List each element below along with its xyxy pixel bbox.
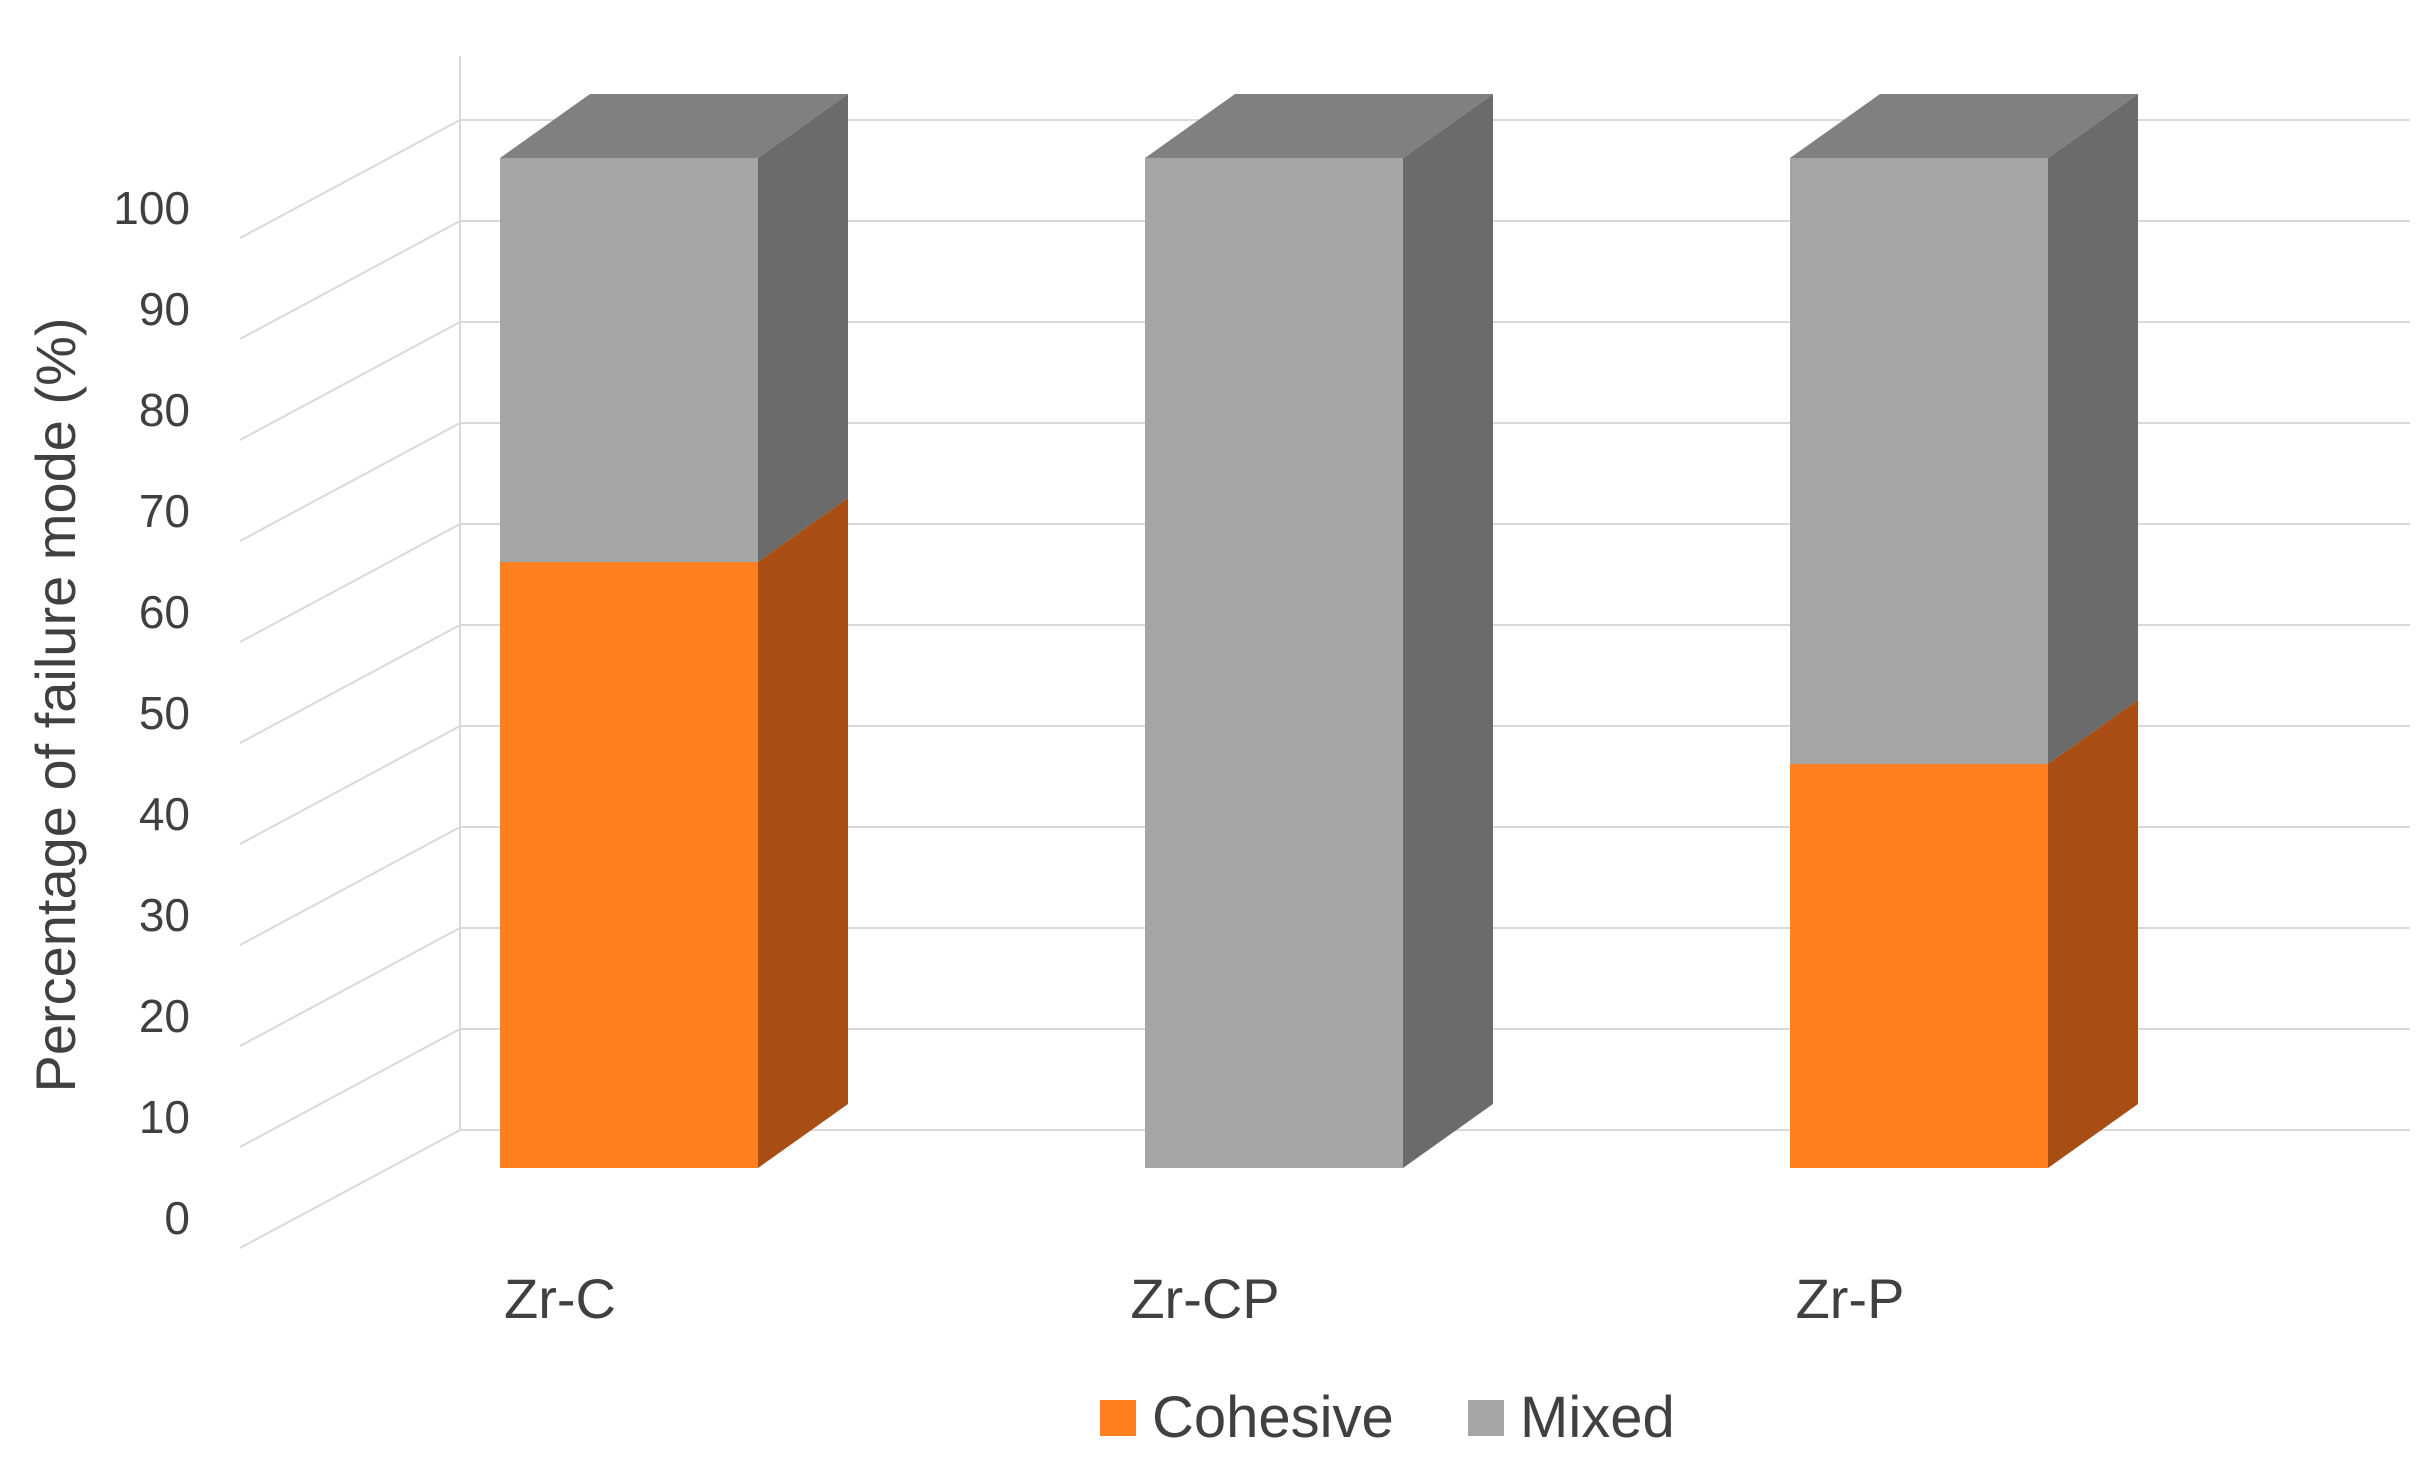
gridline-side xyxy=(239,1129,461,1249)
gridline-side xyxy=(239,1028,461,1148)
bar-top-zr-cp xyxy=(1145,94,1493,158)
legend: Cohesive Mixed xyxy=(1100,1385,1675,1450)
gridline-side xyxy=(239,826,461,946)
y-tick-label: 10 xyxy=(139,1091,190,1143)
y-tick-label: 0 xyxy=(164,1192,190,1244)
y-tick-label: 20 xyxy=(139,990,190,1042)
bar-side-mixed-zr-cp xyxy=(1403,94,1493,1168)
gridline-side xyxy=(239,321,461,441)
bar-side-cohesive-zr-c xyxy=(758,498,848,1168)
gridline-side xyxy=(239,523,461,643)
y-tick-label: 60 xyxy=(139,586,190,638)
bar-side-mixed-zr-p xyxy=(2048,94,2138,764)
legend-label-mixed: Mixed xyxy=(1520,1385,1675,1450)
gridline-side xyxy=(239,927,461,1047)
legend-swatch-cohesive xyxy=(1100,1400,1136,1436)
y-axis-ticks: 0 10 20 30 40 50 60 70 80 90 100 xyxy=(113,182,190,1244)
y-tick-label: 100 xyxy=(113,182,190,234)
bar-mixed-zr-p xyxy=(1790,158,2048,764)
bar-side-mixed-zr-c xyxy=(758,94,848,562)
bar-top-zr-p xyxy=(1790,94,2138,158)
y-tick-label: 90 xyxy=(139,283,190,335)
x-category-label: Zr-P xyxy=(1796,1267,1905,1330)
legend-swatch-mixed xyxy=(1468,1400,1504,1436)
gridline-side xyxy=(239,422,461,542)
y-tick-label: 80 xyxy=(139,384,190,436)
y-tick-label: 30 xyxy=(139,889,190,941)
y-axis-title: Percentage of failure mode (%) xyxy=(24,317,87,1092)
bar-mixed-zr-c xyxy=(500,158,758,562)
bar-top-zr-c xyxy=(500,94,848,158)
gridline-side xyxy=(239,220,461,340)
x-category-label: Zr-CP xyxy=(1130,1267,1279,1330)
x-axis-categories: Zr-C Zr-CP Zr-P xyxy=(504,1267,1904,1330)
bar-cohesive-zr-c xyxy=(500,562,758,1168)
gridline-side xyxy=(239,725,461,845)
gridline-side xyxy=(239,119,461,239)
y-tick-label: 70 xyxy=(139,485,190,537)
x-category-label: Zr-C xyxy=(504,1267,616,1330)
y-tick-label: 50 xyxy=(139,687,190,739)
legend-label-cohesive: Cohesive xyxy=(1152,1385,1394,1450)
y-tick-label: 40 xyxy=(139,788,190,840)
bars xyxy=(500,94,2138,1168)
bar-mixed-zr-cp xyxy=(1145,158,1403,1168)
gridline-side xyxy=(239,624,461,744)
bar-side-cohesive-zr-p xyxy=(2048,700,2138,1168)
bar-cohesive-zr-p xyxy=(1790,764,2048,1168)
